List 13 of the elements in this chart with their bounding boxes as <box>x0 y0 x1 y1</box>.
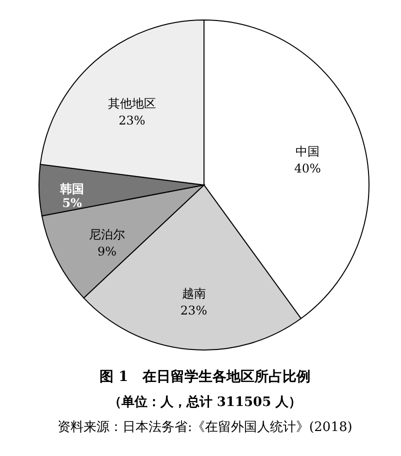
slice-label: 越南 <box>182 286 206 300</box>
slice-label: 尼泊尔 <box>88 227 125 242</box>
slice-label: 中国 <box>296 144 320 158</box>
slice-label: 韩国 <box>59 182 84 196</box>
data-label: 9% <box>97 244 116 258</box>
data-label: 5% <box>62 196 83 210</box>
slice-label: 其他地区 <box>108 96 156 110</box>
data-label: 40% <box>294 161 321 176</box>
text: （单位：人，总计 311505 人） <box>108 394 302 410</box>
data-label: 23% <box>180 303 208 318</box>
text: 图 1 在日留学生各地区所占比例 <box>100 369 310 385</box>
data-label: 23% <box>118 113 146 128</box>
text: 资料来源：日本法务省:《在留外国人统计》(2018) <box>58 420 352 435</box>
